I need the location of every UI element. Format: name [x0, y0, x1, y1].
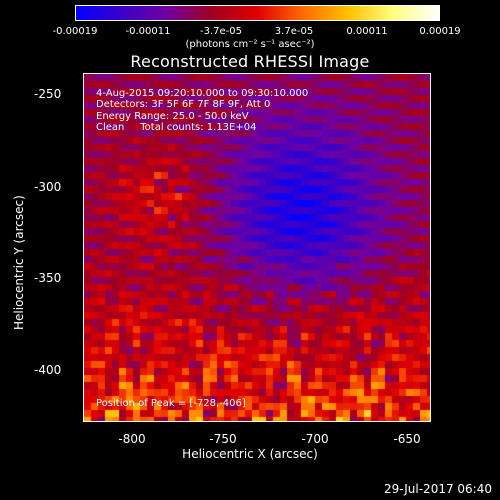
- time-range-text: 4-Aug-2015 09:20:10.000 to 09:30:10.000: [96, 88, 309, 99]
- y-tick-label: -400: [34, 363, 62, 377]
- x-tick-label: -650: [393, 432, 421, 446]
- colorbar-tick: 0.00011: [346, 26, 388, 37]
- colorbar-tick: 3.7e-05: [274, 26, 314, 37]
- plot-title: Reconstructed RHESSI Image: [130, 52, 370, 71]
- y-tick-label: -300: [34, 180, 62, 194]
- colorbar-tick: 0.00019: [419, 26, 461, 37]
- x-tick-label: -750: [209, 432, 237, 446]
- timestamp-footer: 29-Jul-2017 06:40: [383, 482, 492, 496]
- image-plot[interactable]: 4-Aug-2015 09:20:10.000 to 09:30:10.000 …: [83, 73, 431, 422]
- clean-counts-text: Clean Total counts: 1.13E+04: [96, 122, 257, 133]
- colorbar: [75, 5, 440, 21]
- colorbar-tick: -0.00019: [52, 26, 98, 37]
- x-axis-label: Heliocentric X (arcsec): [182, 447, 318, 461]
- detectors-text: Detectors: 3F 5F 6F 7F 8F 9F, Att 0: [96, 99, 271, 110]
- colorbar-tick: -3.7e-05: [200, 26, 242, 37]
- colorbar-units: (photons cm⁻² s⁻¹ asec⁻²): [185, 39, 315, 50]
- y-axis-label: Heliocentric Y (arcsec): [12, 195, 26, 330]
- y-tick-label: -350: [34, 271, 62, 285]
- x-tick-label: -800: [118, 432, 146, 446]
- x-tick-label: -700: [301, 432, 329, 446]
- rhessi-image: [84, 74, 430, 421]
- y-tick-label: -250: [34, 87, 62, 101]
- colorbar-tick: -0.00011: [125, 26, 171, 37]
- energy-range-text: Energy Range: 25.0 - 50.0 keV: [96, 111, 249, 122]
- peak-position-text: Position of Peak = [-728,-406]: [96, 398, 246, 409]
